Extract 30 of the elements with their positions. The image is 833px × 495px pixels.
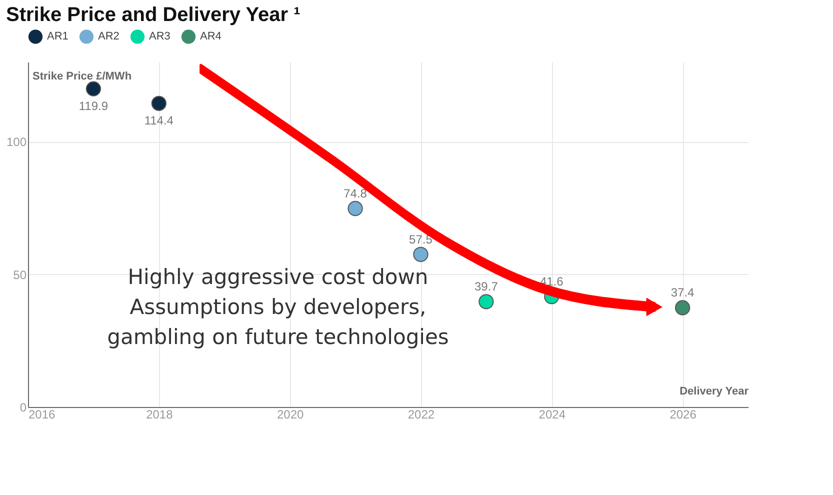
point: [151, 96, 166, 111]
y-axis-title: Strike Price £/MWh: [32, 70, 132, 82]
legend-label: AR4: [200, 30, 222, 43]
data-label: 37.4: [670, 286, 695, 300]
y-tick-label: 0: [20, 400, 27, 414]
x-tick-label: 2022: [408, 408, 435, 422]
point: [348, 200, 363, 216]
data-label: 39.7: [474, 280, 498, 294]
chart-title: Strike Price and Delivery Year ¹: [6, 4, 301, 26]
x-tick-label: 2018: [146, 408, 174, 422]
data-label: 57.5: [409, 232, 433, 246]
data-label: 74.8: [344, 186, 368, 200]
point: [674, 300, 690, 316]
x-axis-title: Delivery Year: [680, 386, 750, 398]
legend-label: AR3: [149, 30, 170, 43]
x-tick-label: 2016: [28, 408, 56, 422]
data-label: 41.6: [540, 274, 564, 289]
data-label: 114.4: [144, 113, 174, 128]
point: [86, 81, 102, 96]
annotation: Highly aggressive cost down Assumptions by developers, gambling on future technologies: [107, 265, 449, 349]
y-tick-label: 100: [6, 135, 27, 150]
point: [478, 294, 494, 310]
x-tick-label: 2024: [538, 408, 566, 422]
legend-label: AR1: [47, 30, 68, 43]
point: [413, 246, 428, 262]
data-label: 119.9: [78, 98, 108, 113]
x-tick-label: 2020: [276, 408, 304, 422]
y-tick-label: 50: [13, 268, 27, 282]
x-tick-label: 2026: [670, 408, 697, 422]
legend-label: AR2: [98, 30, 120, 43]
